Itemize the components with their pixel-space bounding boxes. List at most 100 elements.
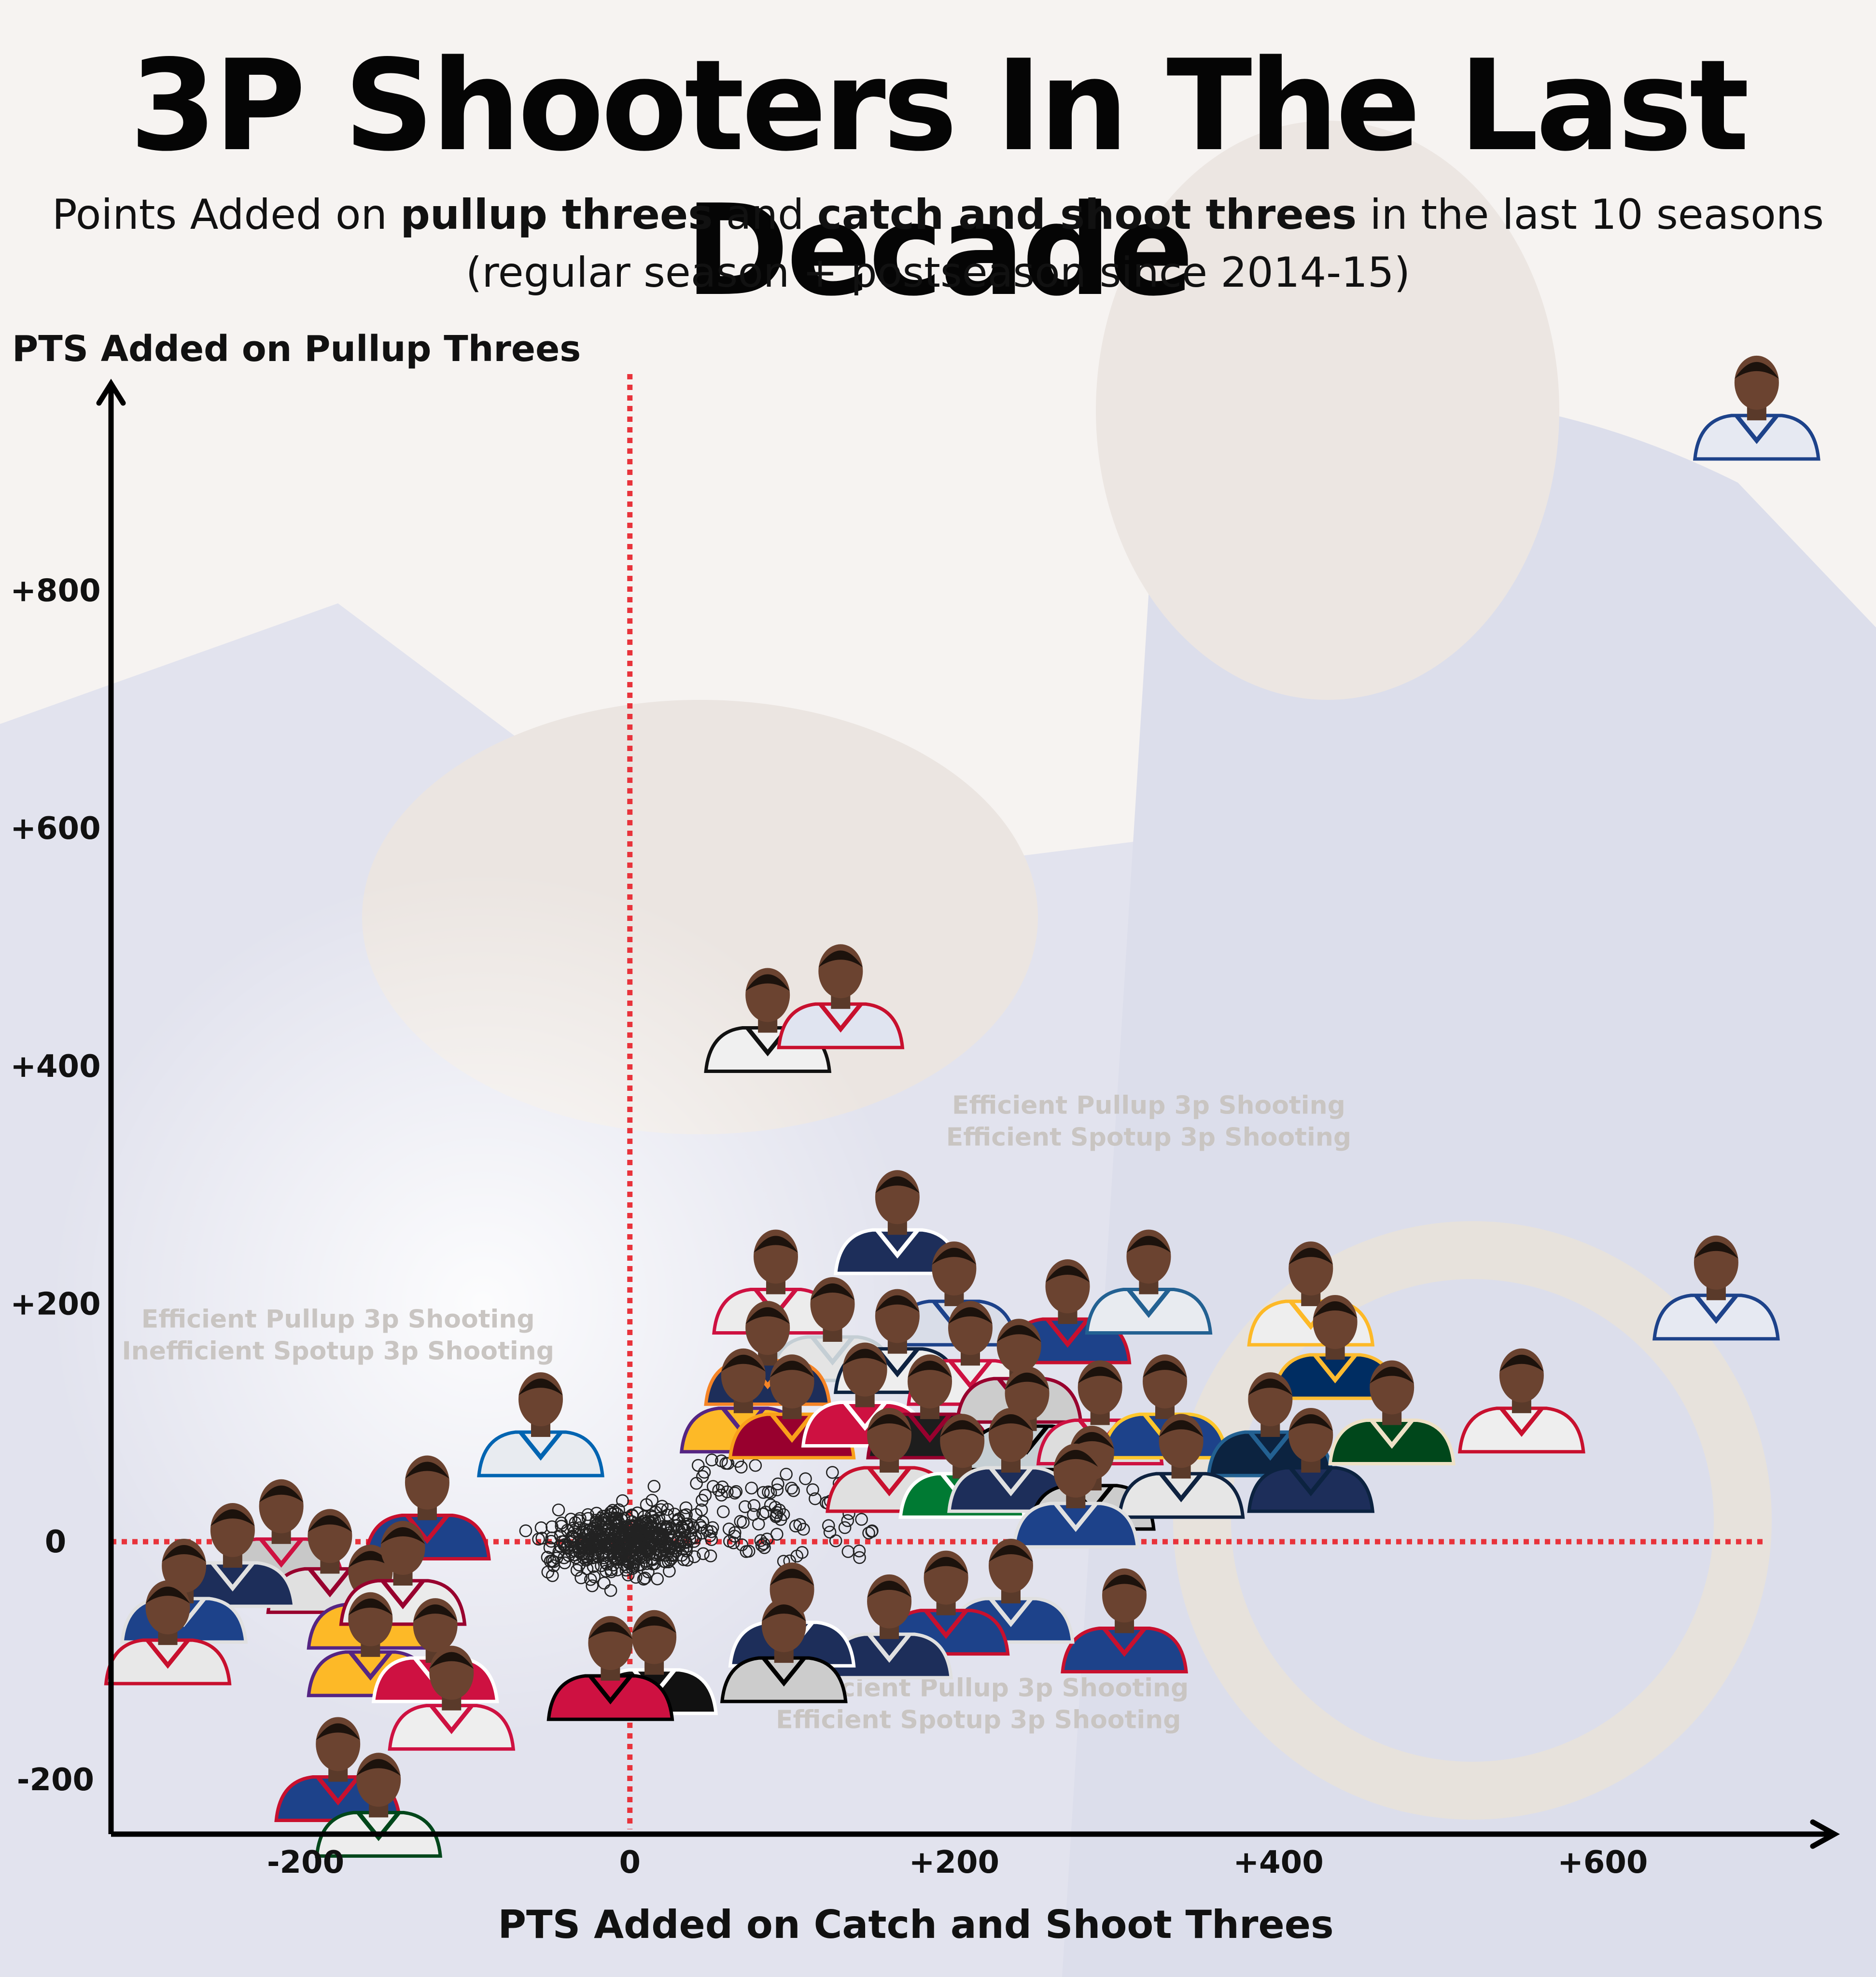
scatter-point bbox=[609, 1516, 622, 1529]
quadrant-label-0-line-0: Efficient Pullup 3p Shooting bbox=[952, 1091, 1345, 1120]
player-headshot bbox=[720, 1598, 848, 1703]
player-headshot bbox=[1458, 1348, 1585, 1454]
scatter-point bbox=[780, 1467, 793, 1481]
scatter-point bbox=[787, 1484, 800, 1497]
scatter-point bbox=[688, 1550, 701, 1563]
player-hair bbox=[753, 1236, 798, 1253]
player-hair bbox=[429, 1652, 474, 1669]
player-hair bbox=[588, 1622, 633, 1640]
jersey-collar bbox=[1046, 1318, 1090, 1348]
scatter-point bbox=[649, 1505, 662, 1519]
scatter-point bbox=[681, 1554, 694, 1567]
player-hair bbox=[770, 1569, 814, 1586]
jersey-collar bbox=[867, 1466, 911, 1497]
scatter-point bbox=[560, 1541, 574, 1554]
player-hair bbox=[1005, 1372, 1050, 1390]
jersey-collar bbox=[1370, 1419, 1414, 1449]
scatter-point bbox=[657, 1555, 671, 1568]
player-headshot bbox=[1085, 1229, 1213, 1335]
scatter-point bbox=[728, 1530, 741, 1543]
jersey-collar bbox=[146, 1639, 190, 1669]
scatter-point bbox=[574, 1512, 587, 1525]
subtitle-post: in the last 10 seasons bbox=[1357, 191, 1824, 239]
player-hair bbox=[867, 1414, 912, 1431]
scatter-point bbox=[705, 1533, 718, 1546]
x-tick-label: +200 bbox=[909, 1845, 999, 1880]
scatter-point bbox=[646, 1515, 659, 1528]
reference-lines bbox=[111, 374, 1767, 1829]
scatter-point bbox=[589, 1526, 602, 1540]
player-headshot bbox=[1117, 1414, 1245, 1519]
scatter-point bbox=[697, 1547, 710, 1560]
scatter-point bbox=[756, 1486, 770, 1499]
scatter-point bbox=[519, 1524, 532, 1537]
player-headshot bbox=[1061, 1568, 1188, 1674]
scatter-point bbox=[862, 1526, 875, 1540]
scatter-point bbox=[605, 1538, 618, 1551]
scatter-point bbox=[600, 1538, 614, 1551]
scatter-point bbox=[567, 1521, 580, 1534]
player-headshot bbox=[477, 1372, 604, 1477]
scatter-point bbox=[590, 1535, 604, 1548]
player-hair bbox=[356, 1759, 401, 1776]
scatter-point bbox=[574, 1571, 588, 1585]
scatter-point bbox=[705, 1525, 718, 1538]
y-tick-label: +800 bbox=[10, 573, 100, 609]
player-headshot bbox=[546, 1616, 674, 1721]
player-hair bbox=[259, 1485, 304, 1503]
player-hair bbox=[988, 1414, 1033, 1431]
player-hair bbox=[924, 1557, 968, 1574]
player-hair bbox=[1694, 1241, 1738, 1259]
scatter-point bbox=[734, 1515, 747, 1528]
scatter-point bbox=[634, 1539, 647, 1552]
scatter-point bbox=[749, 1459, 762, 1472]
scatter-point bbox=[728, 1487, 742, 1500]
jersey-collar bbox=[588, 1674, 632, 1705]
scatter-point bbox=[598, 1576, 611, 1590]
scatter-point bbox=[690, 1476, 703, 1490]
scatter-point bbox=[588, 1570, 601, 1584]
scatter-point bbox=[637, 1532, 650, 1546]
jersey-collar bbox=[1126, 1288, 1171, 1318]
scatter-point bbox=[535, 1531, 549, 1545]
player-hair bbox=[948, 1307, 993, 1324]
scatter-point bbox=[602, 1540, 616, 1553]
x-tick-label: 0 bbox=[619, 1845, 641, 1880]
scatter-point bbox=[735, 1538, 749, 1551]
scatter-point bbox=[696, 1470, 709, 1483]
jersey-collar bbox=[762, 1657, 806, 1687]
player-headshot bbox=[1247, 1407, 1375, 1513]
jersey-collar bbox=[924, 1609, 968, 1639]
player-markers bbox=[104, 355, 1820, 1858]
jersey-collar bbox=[1159, 1472, 1204, 1503]
scatter-point bbox=[756, 1507, 770, 1521]
player-hair bbox=[210, 1509, 255, 1527]
scatter-point bbox=[734, 1461, 748, 1474]
scatter-point bbox=[662, 1555, 675, 1569]
scatter-point bbox=[616, 1494, 629, 1507]
scatter-point bbox=[546, 1569, 559, 1582]
x-axis-title: PTS Added on Catch and Shoot Threes bbox=[498, 1902, 1333, 1947]
player-hair bbox=[1313, 1301, 1358, 1318]
scatter-point bbox=[759, 1505, 772, 1519]
jersey-collar bbox=[1694, 1294, 1738, 1324]
subtitle-bold-catch: catch and shoot threes bbox=[817, 191, 1357, 239]
player-hair bbox=[632, 1616, 677, 1633]
player-hair bbox=[348, 1598, 393, 1615]
scatter-point bbox=[580, 1550, 593, 1563]
scatter-points bbox=[519, 1453, 879, 1597]
scatter-point bbox=[651, 1572, 664, 1586]
scatter-point bbox=[552, 1504, 565, 1517]
scatter-point bbox=[647, 1480, 661, 1493]
player-hair bbox=[908, 1361, 952, 1378]
player-headshot bbox=[1328, 1360, 1456, 1465]
scatter-point bbox=[705, 1453, 718, 1467]
player-hair bbox=[932, 1248, 977, 1265]
player-headshot bbox=[315, 1753, 443, 1858]
x-axis-arrow bbox=[1810, 1819, 1840, 1849]
scatter-point bbox=[653, 1548, 667, 1562]
player-headshot bbox=[777, 944, 905, 1049]
jersey-collar bbox=[908, 1413, 952, 1443]
scatter-point bbox=[689, 1508, 703, 1521]
